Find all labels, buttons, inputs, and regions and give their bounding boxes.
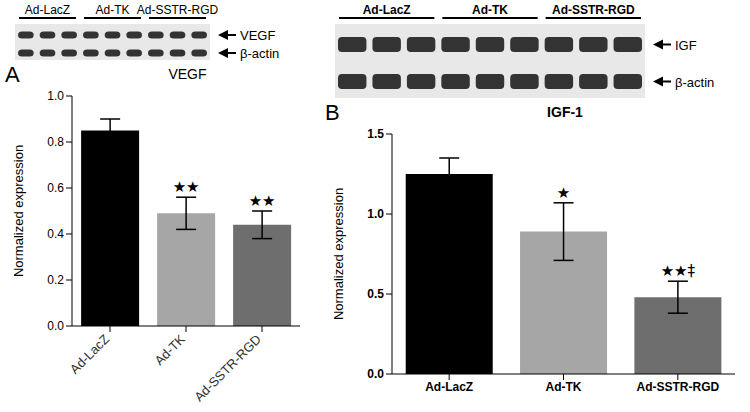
svg-text:0.0: 0.0	[367, 367, 384, 381]
svg-text:β-actin: β-actin	[240, 46, 279, 61]
svg-text:Ad-SSTR-RGD: Ad-SSTR-RGD	[636, 380, 719, 394]
svg-text:Ad-TK: Ad-TK	[472, 3, 508, 17]
svg-text:★★: ★★	[249, 192, 276, 210]
svg-text:Ad-TK: Ad-TK	[95, 3, 129, 17]
svg-text:Ad-TK: Ad-TK	[151, 331, 188, 368]
svg-text:IGF: IGF	[675, 38, 697, 53]
svg-text:0.5: 0.5	[367, 287, 384, 301]
svg-text:Ad-SSTR-RGD: Ad-SSTR-RGD	[137, 3, 219, 17]
svg-text:Ad-SSTR-RGD: Ad-SSTR-RGD	[552, 3, 635, 17]
svg-text:0.4: 0.4	[47, 227, 64, 241]
svg-text:0.6: 0.6	[47, 181, 64, 195]
svg-text:Ad-TK: Ad-TK	[546, 380, 582, 394]
svg-text:Ad-LacZ: Ad-LacZ	[363, 3, 411, 17]
svg-text:0.0: 0.0	[47, 319, 64, 333]
svg-text:1.0: 1.0	[367, 207, 384, 221]
svg-text:★: ★	[557, 184, 570, 202]
svg-text:1.5: 1.5	[367, 127, 384, 141]
html-text:B: B	[325, 100, 340, 125]
svg-text:Ad-LacZ: Ad-LacZ	[67, 331, 112, 376]
html-text:VEGF: VEGF	[168, 66, 207, 82]
svg-text:Normalized expression: Normalized expression	[331, 188, 346, 320]
html-text:A: A	[5, 62, 20, 87]
svg-text:★★‡: ★★‡	[661, 262, 696, 280]
svg-text:0.2: 0.2	[47, 273, 64, 287]
svg-text:Ad-LacZ: Ad-LacZ	[25, 3, 70, 17]
svg-text:β-actin: β-actin	[675, 75, 714, 90]
svg-text:1.0: 1.0	[47, 89, 64, 103]
svg-text:Ad-SSTR-RGD: Ad-SSTR-RGD	[191, 332, 264, 405]
svg-text:0.8: 0.8	[47, 135, 64, 149]
svg-text:★★: ★★	[173, 178, 200, 196]
html-text:IGF-1: IGF-1	[547, 104, 583, 120]
svg-text:Ad-LacZ: Ad-LacZ	[425, 380, 473, 394]
svg-text:VEGF: VEGF	[240, 28, 275, 43]
svg-text:Normalized expression: Normalized expression	[11, 145, 26, 277]
